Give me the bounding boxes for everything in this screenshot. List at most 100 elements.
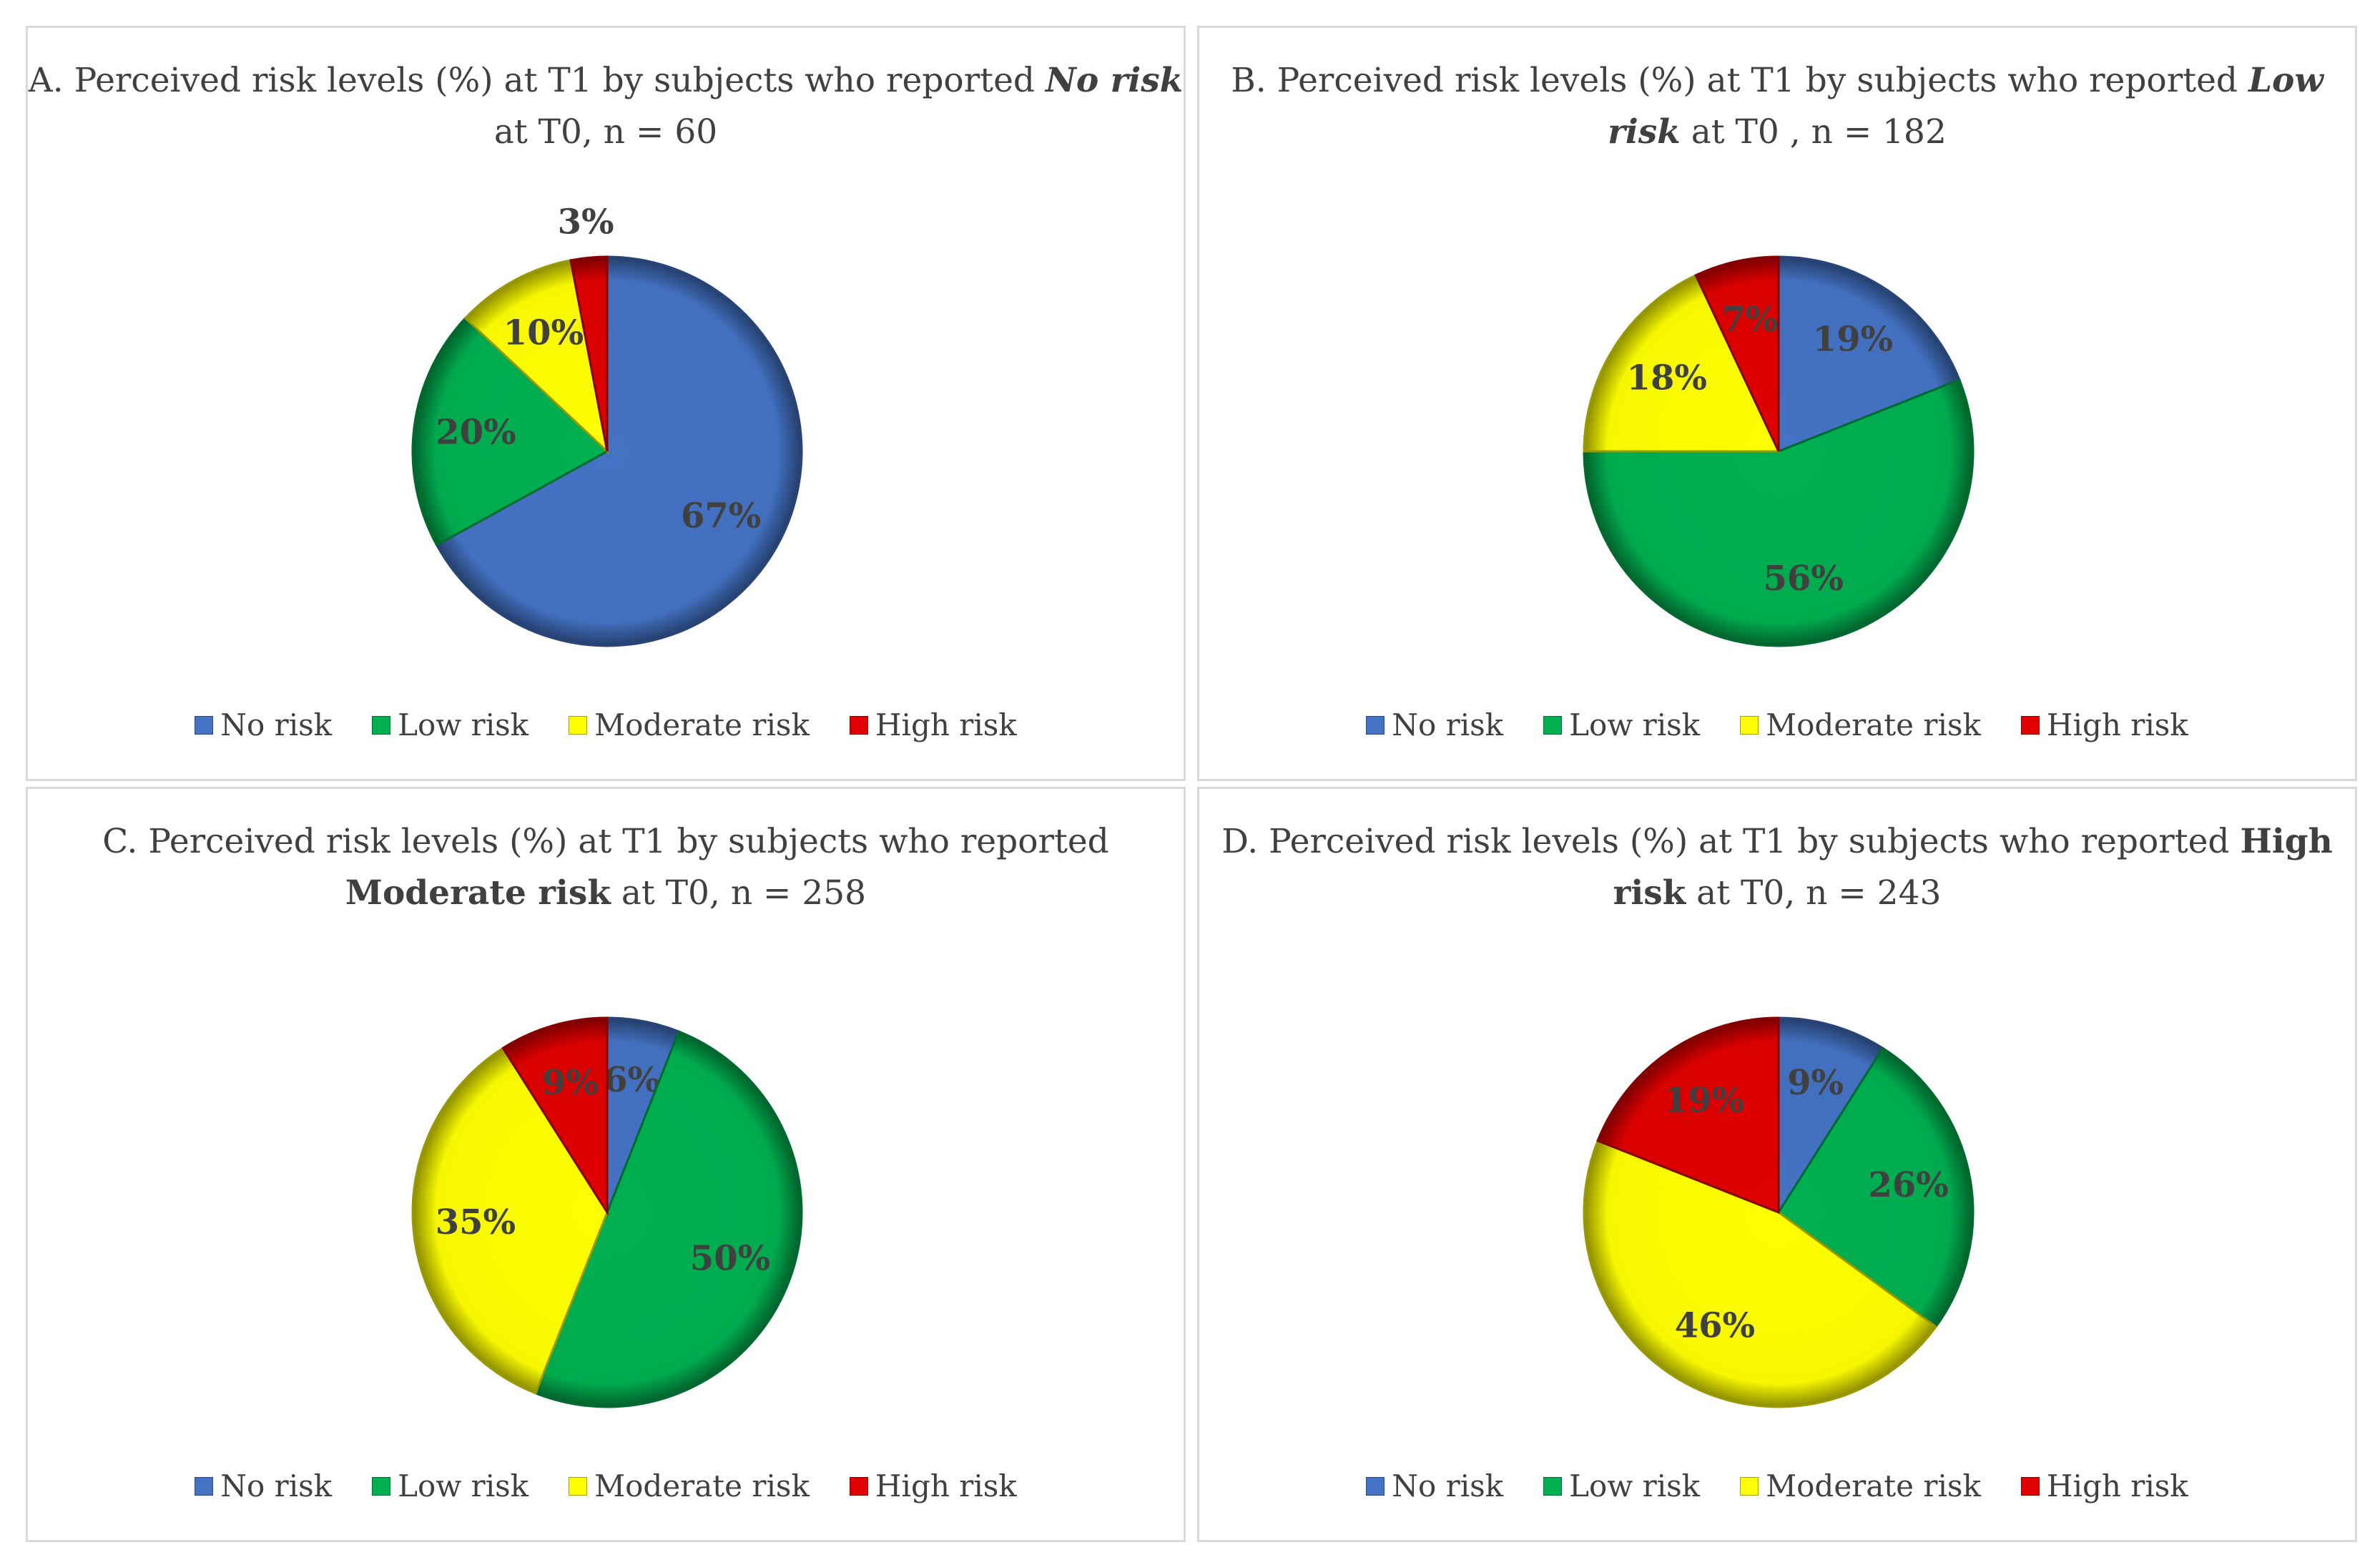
legend-label: Moderate risk xyxy=(594,707,810,742)
data-label: 9% xyxy=(542,1063,599,1103)
chart-panel-b: B. Perceived risk levels (%) at T1 by su… xyxy=(1197,26,2357,781)
legend: No risk Low risk Moderate risk High risk xyxy=(1199,707,2355,742)
pie-slice-low-risk xyxy=(1583,378,1975,647)
legend-label: No risk xyxy=(1392,707,1504,742)
title-prefix: C. Perceived risk levels (%) at T1 by su… xyxy=(102,822,1109,861)
data-label: 18% xyxy=(1627,358,1707,398)
legend-item-moderate-risk: Moderate risk xyxy=(569,1468,810,1503)
data-label: 19% xyxy=(1813,320,1893,360)
chart-panel-a: A. Perceived risk levels (%) at T1 by su… xyxy=(26,26,1186,781)
pie-slice-high-risk xyxy=(501,1016,609,1217)
data-label: 46% xyxy=(1675,1306,1755,1346)
legend-swatch xyxy=(569,1476,588,1496)
legend-swatch xyxy=(2020,1476,2040,1496)
legend-swatch xyxy=(569,715,588,735)
chart-title: D. Perceived risk levels (%) at T1 by su… xyxy=(1199,816,2355,919)
legend-item-moderate-risk: Moderate risk xyxy=(1740,1468,1981,1503)
data-label: 19% xyxy=(1664,1081,1744,1121)
data-label: 10% xyxy=(503,313,584,353)
legend: No risk Low risk Moderate risk High risk xyxy=(28,1468,1184,1503)
legend-label: No risk xyxy=(220,1468,333,1503)
pie-slice-high-risk xyxy=(1596,1016,1780,1215)
legend-swatch xyxy=(849,715,868,735)
legend-swatch xyxy=(1543,715,1563,735)
title-emphasis: Low risk xyxy=(1608,61,2324,152)
legend-item-low-risk: Low risk xyxy=(1543,1468,1700,1503)
chart-title: A. Perceived risk levels (%) at T1 by su… xyxy=(28,55,1184,158)
legend-item-high-risk: High risk xyxy=(2020,707,2188,742)
title-suffix: at T0 , n = 182 xyxy=(1680,112,1947,152)
legend-label: Moderate risk xyxy=(1766,707,1981,742)
pie-slice-high-risk xyxy=(569,255,609,452)
legend-item-no-risk: No risk xyxy=(1366,707,1503,742)
pie-slice-moderate-risk xyxy=(1583,1139,1938,1408)
data-label: 26% xyxy=(1868,1165,1948,1205)
data-label: 9% xyxy=(1787,1063,1844,1103)
pie-slice-no-risk xyxy=(1777,255,1961,453)
legend-label: High risk xyxy=(2046,707,2188,742)
pie-slice-no-risk xyxy=(435,255,803,647)
pie-chart: 19% 56% 18% 7% xyxy=(1583,255,1975,647)
legend-swatch xyxy=(849,1476,868,1496)
title-prefix: A. Perceived risk levels (%) at T1 by su… xyxy=(28,61,1046,100)
legend-label: Low risk xyxy=(398,1468,529,1503)
legend-label: No risk xyxy=(1392,1468,1504,1503)
title-emphasis: Moderate risk xyxy=(345,873,611,913)
legend-item-low-risk: Low risk xyxy=(372,707,528,742)
legend-item-no-risk: No risk xyxy=(195,707,332,742)
data-label: 50% xyxy=(690,1239,770,1279)
pie-slice-moderate-risk xyxy=(411,1046,609,1395)
legend-item-high-risk: High risk xyxy=(849,1468,1017,1503)
legend-label: Moderate risk xyxy=(1766,1468,1981,1503)
legend-item-high-risk: High risk xyxy=(2020,1468,2188,1503)
data-label: 7% xyxy=(1721,300,1778,340)
title-suffix: at T0, n = 243 xyxy=(1686,873,1942,913)
pie-slice-moderate-risk xyxy=(463,259,609,455)
legend-swatch xyxy=(1543,1476,1563,1496)
chart-panel-c: C. Perceived risk levels (%) at T1 by su… xyxy=(26,787,1186,1542)
pie-slice-low-risk xyxy=(1776,1046,1975,1328)
legend-swatch xyxy=(195,1476,214,1496)
legend-swatch xyxy=(2020,715,2040,735)
pie-slice-low-risk xyxy=(411,316,609,547)
pie-chart: 9% 26% 46% 19% xyxy=(1583,1016,1975,1408)
legend-label: Low risk xyxy=(398,707,529,742)
legend-label: Moderate risk xyxy=(594,1468,810,1503)
legend-item-moderate-risk: Moderate risk xyxy=(1740,707,1981,742)
legend-item-high-risk: High risk xyxy=(849,707,1017,742)
data-label: 35% xyxy=(436,1202,516,1242)
legend: No risk Low risk Moderate risk High risk xyxy=(28,707,1184,742)
data-label: 67% xyxy=(681,496,761,536)
legend: No risk Low risk Moderate risk High risk xyxy=(1199,1468,2355,1503)
title-emphasis: High risk xyxy=(1613,822,2333,913)
pie-chart: 67% 20% 10% 3% xyxy=(411,202,803,647)
legend-label: High risk xyxy=(2046,1468,2188,1503)
legend-swatch xyxy=(372,715,391,735)
legend-swatch xyxy=(1366,1476,1385,1496)
legend-swatch xyxy=(1740,715,1759,735)
legend-label: No risk xyxy=(220,707,333,742)
legend-label: Low risk xyxy=(1569,1468,1701,1503)
legend-label: High risk xyxy=(875,1468,1017,1503)
title-prefix: D. Perceived risk levels (%) at T1 by su… xyxy=(1221,822,2241,861)
pie-slice-low-risk xyxy=(533,1030,803,1408)
chart-title: C. Perceived risk levels (%) at T1 by su… xyxy=(28,816,1184,919)
pie-slice-moderate-risk xyxy=(1583,273,1781,453)
pie-slice-high-risk xyxy=(1694,255,1780,452)
legend-label: Low risk xyxy=(1569,707,1701,742)
legend-swatch xyxy=(1366,715,1385,735)
legend-label: High risk xyxy=(875,707,1017,742)
data-label: 20% xyxy=(436,412,516,452)
title-emphasis: No risk xyxy=(1045,61,1184,100)
data-label: 6% xyxy=(604,1060,660,1100)
legend-swatch xyxy=(1740,1476,1759,1496)
chart-title: B. Perceived risk levels (%) at T1 by su… xyxy=(1199,55,2355,158)
legend-item-no-risk: No risk xyxy=(195,1468,332,1503)
data-label: 3% xyxy=(558,202,614,242)
title-suffix: at T0, n = 60 xyxy=(493,112,718,152)
legend-item-low-risk: Low risk xyxy=(1543,707,1700,742)
legend-swatch xyxy=(195,715,214,735)
title-prefix: B. Perceived risk levels (%) at T1 by su… xyxy=(1231,61,2248,100)
pie-slice-no-risk xyxy=(1777,1016,1884,1217)
chart-panel-d: D. Perceived risk levels (%) at T1 by su… xyxy=(1197,787,2357,1542)
